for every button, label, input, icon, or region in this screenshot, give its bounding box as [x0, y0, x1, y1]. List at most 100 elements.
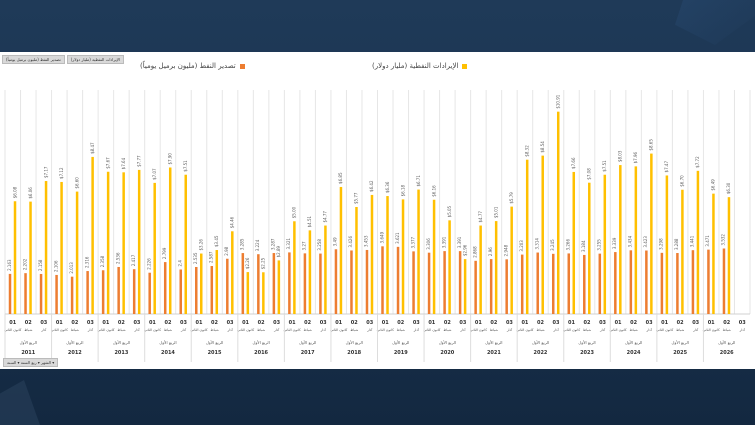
revenue-data-label: $7.66 [571, 157, 576, 169]
export-data-label: 3.426 [348, 236, 353, 248]
revenue-bar [231, 231, 234, 314]
month-name-label: شباط [629, 328, 637, 332]
revenue-bar [541, 155, 544, 314]
quarter-label: الربع الأول [578, 340, 595, 345]
month-name-label: شباط [676, 328, 684, 332]
quarter-label: الربع الأول [625, 340, 642, 345]
year-label: 2017 [301, 350, 315, 356]
month-name-label: كانون الثاني [190, 328, 208, 332]
export-data-label: 3.258 [317, 239, 322, 251]
export-bar [583, 254, 586, 314]
export-bar [39, 273, 43, 314]
month-code-label: 02 [490, 320, 497, 326]
month-code-label: 02 [351, 320, 358, 326]
legend-item-export: تصدير النفط (مليون برميل يومياً) [140, 62, 245, 70]
month-name-label: شباط [257, 328, 265, 332]
month-name-label: شباط [210, 328, 218, 332]
export-bar [195, 266, 198, 314]
quarter-label: الربع الأول [532, 340, 549, 345]
export-bar [381, 246, 384, 314]
revenue-data-label: $6.30 [726, 182, 731, 194]
export-bar [567, 253, 571, 314]
month-code-label: 03 [273, 320, 280, 326]
export-data-label: 3.339 [612, 237, 617, 249]
month-name-label: آذار [133, 328, 140, 332]
revenue-data-label: $7.77 [136, 155, 141, 167]
revenue-bar [29, 201, 32, 314]
revenue-bar [386, 196, 389, 314]
month-name-label: شباط [304, 328, 312, 332]
tab-export[interactable]: تصدير النفط (مليون برميل يومياً) [2, 55, 65, 64]
export-data-label: 3.203 [519, 240, 524, 252]
month-name-label: آذار [506, 328, 513, 332]
date-filter-button[interactable]: الشهر ▾ ربع السنة ▾ السنة ▾ [3, 358, 59, 367]
month-code-label: 03 [599, 320, 606, 326]
month-name-label: شباط [164, 328, 172, 332]
month-code-label: 02 [118, 320, 125, 326]
revenue-data-label: $6.36 [385, 181, 390, 193]
month-code-label: 02 [630, 320, 637, 326]
year-label: 2019 [394, 350, 408, 356]
month-code-label: 02 [211, 320, 218, 326]
background-decoration [0, 380, 40, 425]
revenue-bar [200, 253, 203, 314]
month-name-label: شباط [24, 328, 32, 332]
quarter-label: الربع الأول [20, 340, 37, 345]
export-data-label: 2.868 [472, 246, 477, 258]
export-bar [148, 272, 151, 314]
month-name-label: كانون الثاني [144, 328, 162, 332]
quarter-label: الربع الأول [299, 340, 316, 345]
month-code-label: 01 [149, 320, 156, 326]
export-bar [163, 262, 167, 314]
export-bar [334, 249, 338, 314]
revenue-data-label: $3.26 [199, 239, 204, 251]
month-code-label: 02 [25, 320, 32, 326]
revenue-bar [401, 199, 405, 314]
revenue-data-label: $5.01 [493, 206, 498, 218]
year-label: 2024 [627, 350, 641, 356]
year-label: 2015 [208, 350, 222, 356]
export-data-label: 3.423 [643, 236, 648, 248]
export-data-label: 3.434 [628, 235, 633, 247]
export-bar [629, 250, 633, 314]
revenue-data-label: $7.67 [105, 157, 110, 169]
export-bar [288, 252, 291, 314]
export-bar [458, 251, 462, 314]
month-name-label: كانون الثاني [97, 328, 115, 332]
quarter-label: الربع الأول [66, 340, 83, 345]
series-tabs: تصدير النفط (مليون برميل يومياً) الإيراد… [2, 55, 125, 64]
month-name-label: شباط [723, 328, 731, 332]
revenue-data-label: $7.07 [152, 168, 157, 180]
year-label: 2012 [68, 350, 82, 356]
export-data-label: 3.27 [302, 241, 307, 250]
month-code-label: 03 [133, 320, 140, 326]
revenue-data-label: $10.91 [555, 94, 560, 108]
export-bar [241, 253, 245, 314]
export-bar [350, 250, 353, 314]
month-code-label: 01 [475, 320, 482, 326]
month-code-label: 01 [56, 320, 63, 326]
month-code-label: 01 [335, 320, 342, 326]
revenue-data-label: $6.49 [711, 179, 716, 191]
export-bar [101, 270, 105, 314]
quarter-label: الربع الأول [113, 340, 130, 345]
export-data-label: 3.184 [581, 240, 586, 252]
month-name-label: شباط [350, 328, 358, 332]
year-label: 2023 [580, 350, 594, 356]
month-name-label: شباط [71, 328, 79, 332]
revenue-data-label: $7.72 [695, 156, 700, 168]
export-bar [645, 250, 648, 314]
month-name-label: كانون الثاني [423, 328, 441, 332]
export-bar [70, 276, 74, 314]
revenue-bar [184, 174, 187, 314]
month-name-label: شباط [397, 328, 405, 332]
month-code-label: 01 [521, 320, 528, 326]
tab-revenue[interactable]: الإيرادات النفطية (مليار دولار) [66, 55, 125, 64]
month-name-label: آذار [413, 328, 420, 332]
export-data-label: 2.98 [224, 246, 229, 255]
export-data-label: 3.298 [659, 238, 664, 250]
month-code-label: 02 [584, 320, 591, 326]
month-name-label: آذار [739, 328, 746, 332]
month-code-label: 03 [87, 320, 94, 326]
revenue-data-label: $5.05 [447, 205, 452, 217]
